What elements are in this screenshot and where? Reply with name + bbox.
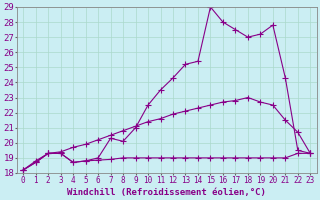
X-axis label: Windchill (Refroidissement éolien,°C): Windchill (Refroidissement éolien,°C) bbox=[67, 188, 266, 197]
